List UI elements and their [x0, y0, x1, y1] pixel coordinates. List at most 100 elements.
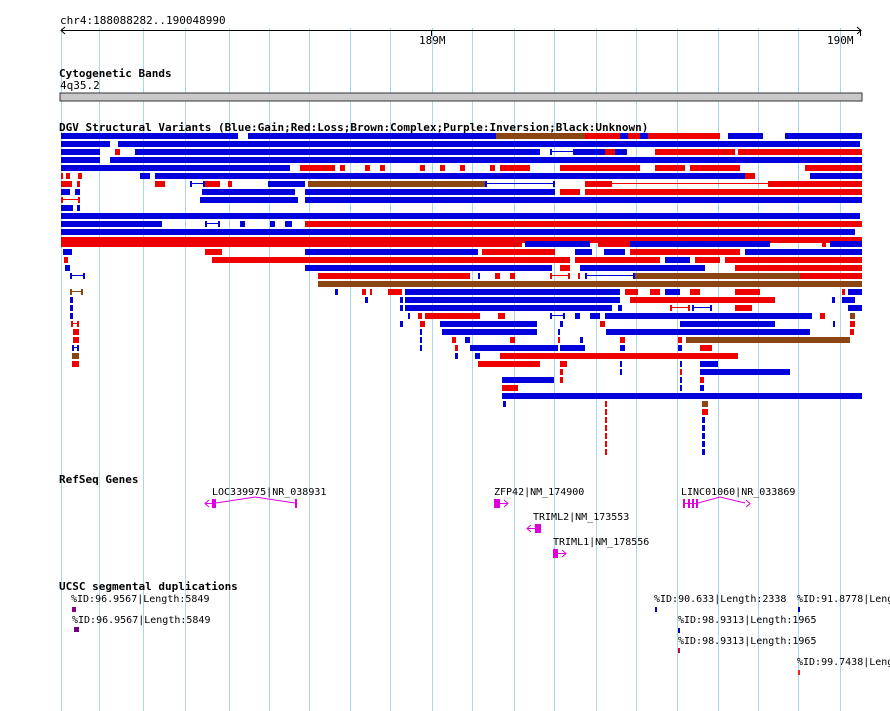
dgv-variant-end[interactable] [485, 181, 487, 187]
dgv-variant-bar[interactable] [420, 165, 425, 171]
dgv-variant-bar[interactable] [388, 289, 402, 295]
gene-intron[interactable] [697, 496, 746, 504]
dgv-variant-bar[interactable] [605, 417, 607, 423]
dgv-variant-bar[interactable] [842, 289, 845, 295]
gene-arrow[interactable] [204, 499, 210, 508]
dgv-variant-bar[interactable] [64, 257, 68, 263]
dgv-variant-bar[interactable] [300, 165, 335, 171]
dgv-variant-bar[interactable] [110, 157, 250, 163]
segdup-label-6[interactable]: %ID:91.8778|Length:3 [797, 594, 890, 605]
dgv-variant-bar[interactable] [618, 305, 622, 311]
segdup-block[interactable] [678, 648, 680, 653]
dgv-variant-bar[interactable] [690, 165, 740, 171]
dgv-variant-end[interactable] [77, 321, 79, 327]
gene-exon[interactable] [295, 499, 297, 508]
dgv-variant-end[interactable] [190, 181, 192, 187]
dgv-variant-bar[interactable] [820, 313, 825, 319]
dgv-variant-bar[interactable] [155, 181, 165, 187]
dgv-variant-bar[interactable] [475, 353, 480, 359]
dgv-variant-bar[interactable] [702, 441, 705, 447]
dgv-variant-bar[interactable] [305, 241, 488, 247]
dgv-variant-bar[interactable] [228, 181, 232, 187]
gene-arrow[interactable] [503, 499, 509, 508]
dgv-variant-bar[interactable] [678, 337, 682, 343]
dgv-variant-end[interactable] [70, 273, 72, 279]
dgv-variant-bar[interactable] [700, 385, 704, 391]
dgv-variant-bar[interactable] [598, 241, 630, 247]
dgv-variant-bar[interactable] [305, 197, 862, 203]
dgv-variant-bar[interactable] [578, 273, 580, 279]
dgv-variant-bar[interactable] [690, 289, 700, 295]
dgv-variant-bar[interactable] [61, 205, 73, 211]
dgv-variant-bar[interactable] [77, 181, 80, 187]
gene-exon[interactable] [212, 499, 216, 508]
dgv-variant-bar[interactable] [605, 401, 607, 407]
dgv-variant-bar[interactable] [465, 337, 470, 343]
dgv-variant-bar[interactable] [285, 221, 292, 227]
dgv-variant-bar[interactable] [270, 221, 275, 227]
dgv-variant-end[interactable] [61, 197, 63, 203]
dgv-variant-bar[interactable] [61, 141, 110, 147]
dgv-variant-bar[interactable] [365, 297, 368, 303]
dgv-variant-bar[interactable] [560, 265, 570, 271]
dgv-variant-bar[interactable] [560, 377, 563, 383]
dgv-variant-bar[interactable] [455, 345, 458, 351]
segdup-block[interactable] [798, 607, 800, 612]
dgv-variant-bar[interactable] [405, 305, 612, 311]
dgv-variant-end[interactable] [81, 289, 83, 295]
dgv-variant-bar[interactable] [680, 321, 775, 327]
dgv-variant-bar[interactable] [115, 149, 120, 155]
dgv-variant-bar[interactable] [725, 257, 862, 263]
gene-exon[interactable] [535, 524, 541, 533]
segdup-label-4[interactable]: %ID:98.9313|Length:1965 [678, 615, 817, 626]
dgv-variant-bar[interactable] [380, 165, 385, 171]
dgv-variant-end[interactable] [710, 305, 712, 311]
segdup-block[interactable] [655, 607, 657, 612]
dgv-variant-bar[interactable] [460, 165, 465, 171]
dgv-variant-bar[interactable] [842, 297, 855, 303]
dgv-variant-bar[interactable] [420, 329, 422, 335]
dgv-variant-bar[interactable] [308, 181, 485, 187]
gene-label-zfp42[interactable]: ZFP42|NM_174900 [494, 487, 585, 498]
dgv-variant-end[interactable] [768, 181, 770, 187]
dgv-variant-end[interactable] [688, 305, 690, 311]
dgv-variant-end[interactable] [203, 181, 205, 187]
dgv-variant-bar[interactable] [655, 149, 735, 155]
dgv-variant-bar[interactable] [455, 353, 458, 359]
dgv-variant-bar[interactable] [848, 289, 862, 295]
dgv-variant-bar[interactable] [560, 321, 563, 327]
dgv-variant-end[interactable] [78, 197, 80, 203]
dgv-variant-bar[interactable] [735, 289, 760, 295]
dgv-variant-bar[interactable] [502, 393, 862, 399]
dgv-variant-bar[interactable] [135, 149, 540, 155]
dgv-variant-bar[interactable] [510, 337, 515, 343]
dgv-variant-bar[interactable] [305, 249, 478, 255]
dgv-variant-bar[interactable] [61, 221, 162, 227]
dgv-variant-bar[interactable] [605, 441, 607, 447]
dgv-variant-bar[interactable] [630, 249, 740, 255]
dgv-variant-bar[interactable] [648, 133, 680, 139]
dgv-variant-bar[interactable] [606, 329, 810, 335]
dgv-variant-bar[interactable] [478, 361, 540, 367]
dgv-variant-end[interactable] [70, 289, 72, 295]
dgv-variant-bar[interactable] [77, 205, 80, 211]
dgv-variant-bar[interactable] [470, 345, 558, 351]
dgv-variant-bar[interactable] [118, 141, 860, 147]
dgv-variant-bar[interactable] [605, 433, 607, 439]
dgv-variant-end[interactable] [550, 313, 552, 319]
gene-exon[interactable] [494, 499, 500, 508]
dgv-variant-bar[interactable] [605, 149, 615, 155]
dgv-variant-bar[interactable] [850, 329, 854, 335]
dgv-variant-bar[interactable] [830, 241, 862, 247]
dgv-variant-bar[interactable] [478, 273, 480, 279]
dgv-variant-bar[interactable] [558, 329, 560, 335]
dgv-variant-bar[interactable] [400, 305, 403, 311]
dgv-variant-bar[interactable] [604, 249, 625, 255]
dgv-variant-bar[interactable] [585, 181, 610, 187]
dgv-variant-bar[interactable] [735, 305, 752, 311]
dgv-variant-bar[interactable] [770, 181, 862, 187]
dgv-variant-bar[interactable] [848, 305, 862, 311]
dgv-variant-bar[interactable] [590, 313, 600, 319]
dgv-variant-bar[interactable] [680, 369, 682, 375]
dgv-variant-bar[interactable] [200, 197, 298, 203]
